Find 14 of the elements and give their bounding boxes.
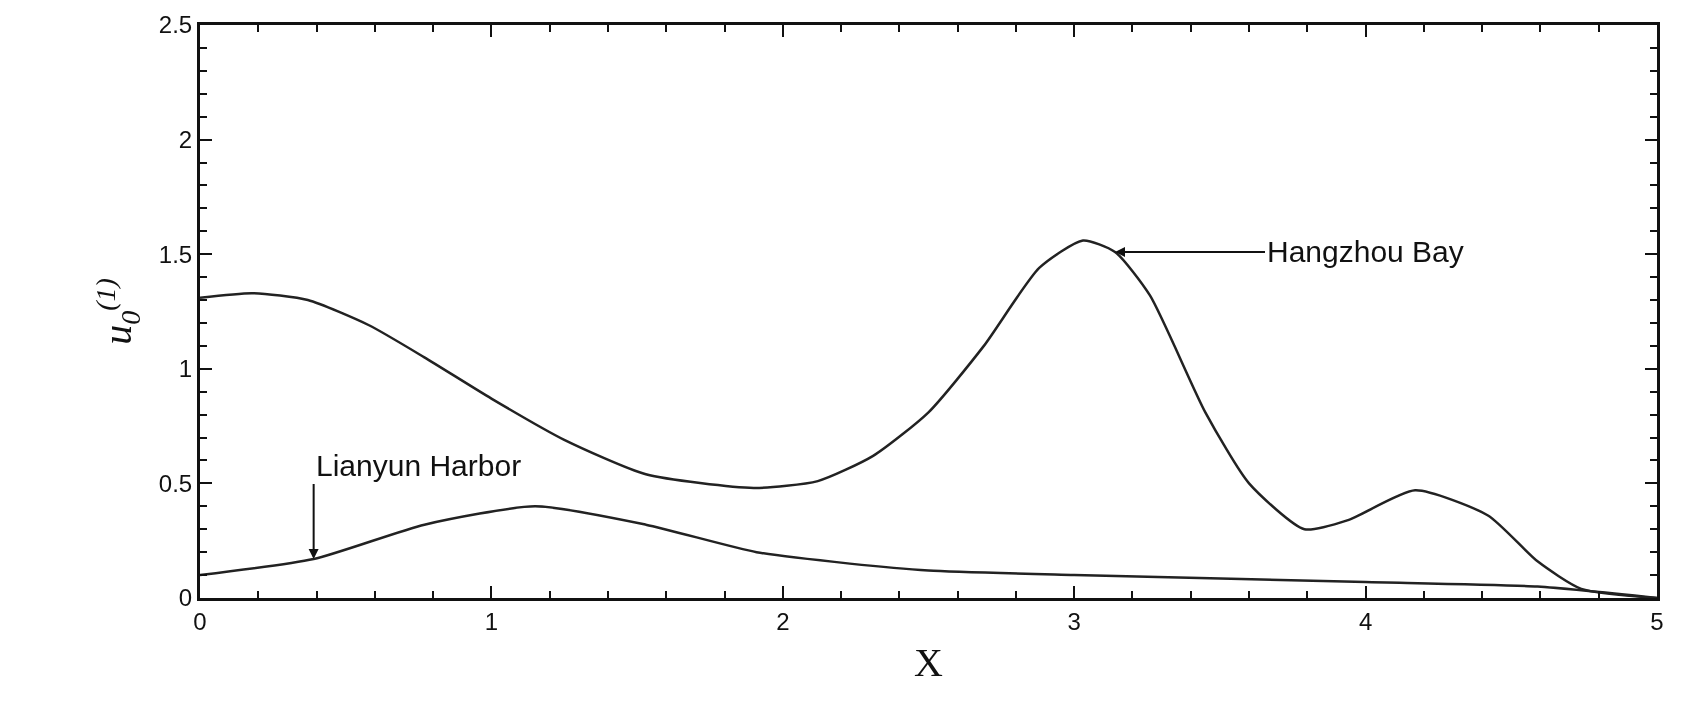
annotation: Lianyun Harbor: [316, 449, 522, 482]
x-tick-label: 3: [1067, 607, 1081, 635]
x-tick-label: 2: [776, 607, 790, 635]
y-tick-label: 1: [178, 355, 193, 383]
x-tick-label: 1: [484, 607, 499, 635]
y-tick-label: 0.5: [158, 469, 193, 497]
y-tick-label: 2: [178, 126, 193, 153]
x-axis-title: X: [914, 640, 944, 686]
y-tick-label: 2.5: [158, 11, 193, 39]
annotation: Hangzhou Bay: [1267, 235, 1464, 268]
x-tick-label: 4: [1358, 607, 1373, 635]
x-tick-label: 5: [1650, 607, 1664, 635]
y-tick-label: 0: [178, 584, 193, 612]
y-tick-label: 1.5: [158, 240, 193, 268]
